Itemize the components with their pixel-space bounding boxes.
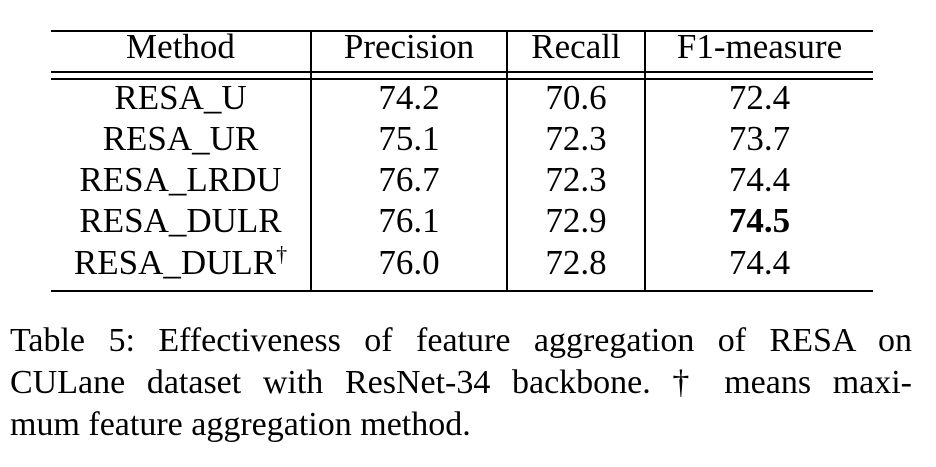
column-divider [310, 30, 312, 292]
column-divider [644, 30, 646, 292]
cell-recall: 72.3 [545, 119, 607, 158]
cell-precision: 76.1 [378, 201, 440, 240]
cell-f1: 74.4 [728, 160, 791, 199]
cell-method: RESA_DULR† [51, 243, 310, 283]
header-precision: Precision [343, 27, 475, 66]
column-divider [506, 30, 508, 292]
table-caption: Table 5: Effectiveness of feature aggreg… [10, 320, 912, 446]
table-top-rule [51, 30, 873, 32]
caption-line: mum feature aggregation method. [10, 406, 471, 443]
cell-recall: 72.3 [545, 160, 607, 199]
cell-method: RESA_DULR [79, 201, 282, 240]
dagger-mark: † [276, 241, 288, 267]
method-name: RESA_DULR [73, 243, 277, 282]
caption-line: Table 5: Effectiveness of feature aggreg… [10, 322, 912, 359]
cell-precision: 76.0 [378, 243, 440, 282]
header-method: Method [126, 27, 235, 66]
cell-method: RESA_U [114, 78, 247, 117]
cell-f1: 73.7 [728, 119, 791, 158]
cell-precision: 74.2 [378, 78, 440, 117]
table-bottom-rule [51, 290, 873, 292]
cell-method: RESA_UR [102, 119, 259, 158]
header-recall: Recall [531, 27, 621, 66]
caption-line: CULane dataset with ResNet-34 backbone. … [10, 364, 912, 401]
header-rule-upper [51, 71, 873, 73]
cell-recall: 72.9 [545, 201, 607, 240]
cell-f1-best: 74.5 [728, 201, 791, 240]
cell-precision: 75.1 [378, 119, 440, 158]
header-rule-lower [51, 78, 873, 80]
cell-f1: 74.4 [728, 243, 791, 282]
cell-f1: 72.4 [728, 78, 791, 117]
header-f1: F1-measure [676, 27, 843, 66]
cell-precision: 76.7 [378, 160, 440, 199]
cell-method: RESA_LRDU [79, 160, 282, 199]
cell-recall: 70.6 [545, 78, 607, 117]
cell-recall: 72.8 [545, 243, 607, 282]
